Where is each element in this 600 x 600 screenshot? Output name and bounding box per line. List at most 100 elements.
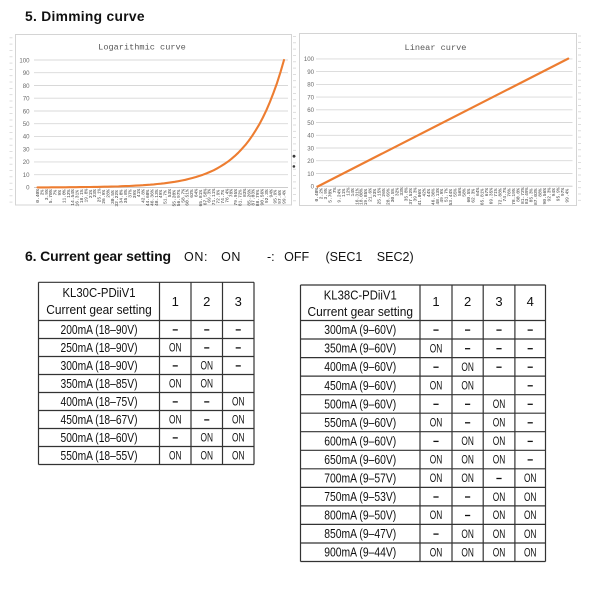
svg-text:ON: ON (169, 415, 182, 427)
svg-text:20: 20 (307, 158, 314, 165)
svg-text:23%: 23% (92, 189, 98, 198)
svg-text:42.8%: 42.8% (141, 189, 147, 203)
svg-text:3.9%: 3.9% (44, 189, 50, 200)
svg-text:400mA (9–60V): 400mA (9–60V) (324, 360, 396, 374)
svg-text:80: 80 (23, 83, 30, 90)
svg-text:25.1%: 25.1% (97, 188, 103, 202)
svg-text:28%: 28% (105, 189, 111, 198)
svg-text:ON: ON (493, 436, 506, 448)
svg-text:2: 2 (464, 294, 471, 309)
svg-text:ON: ON (524, 492, 537, 504)
svg-text:ON: ON (493, 547, 506, 559)
svg-text:97%: 97% (560, 188, 566, 197)
svg-text:16.31%: 16.31% (354, 188, 360, 205)
svg-text:49%: 49% (158, 190, 164, 199)
svg-text:69.3%: 69.3% (207, 189, 213, 203)
svg-text:Current gear setting: Current gear setting (308, 305, 414, 319)
svg-text:26%: 26% (381, 188, 387, 197)
svg-text:18.1%: 18.1% (79, 189, 85, 203)
svg-text:95.9%: 95.9% (273, 190, 279, 204)
svg-text:ON: ON (493, 510, 506, 522)
svg-text:35.8%: 35.8% (404, 187, 410, 201)
svg-text:40: 40 (23, 134, 30, 141)
svg-text:49.9%: 49.9% (439, 189, 445, 203)
svg-text:Linear curve: Linear curve (405, 43, 467, 53)
svg-text:92.3%: 92.3% (547, 187, 553, 201)
svg-text:78.19%: 78.19% (511, 188, 517, 205)
svg-text:3.9%: 3.9% (323, 188, 329, 199)
svg-text:90.56%: 90.56% (542, 188, 548, 205)
svg-text:1: 1 (432, 294, 439, 309)
svg-text:0.40%: 0.40% (35, 189, 41, 203)
svg-text:550mA (18–55V): 550mA (18–55V) (61, 449, 138, 463)
svg-text:37%: 37% (127, 189, 133, 198)
svg-text:60: 60 (307, 107, 314, 114)
svg-text:64%: 64% (194, 189, 200, 198)
svg-text:ON: ON (461, 473, 474, 485)
svg-text:700mA (9–57V): 700mA (9–57V) (324, 472, 396, 486)
svg-text:5.70%: 5.70% (48, 189, 54, 203)
svg-text:Logarithmic curve: Logarithmic curve (98, 43, 186, 53)
svg-text:ON: ON (493, 418, 506, 430)
svg-text:ON: ON (430, 381, 443, 393)
svg-text:300mA (18–90V): 300mA (18–90V) (61, 359, 138, 373)
svg-text:65.81%: 65.81% (480, 188, 486, 205)
svg-text:48.13%: 48.13% (154, 189, 160, 206)
svg-text:81.72%: 81.72% (238, 189, 244, 206)
svg-text:0: 0 (311, 184, 315, 191)
svg-text:KL38C-PDiiV1: KL38C-PDiiV1 (324, 289, 397, 303)
svg-text:ON: ON (524, 529, 537, 541)
svg-text:2.2%: 2.2% (319, 188, 325, 199)
svg-text:97.6%: 97.6% (277, 190, 283, 204)
svg-text:500mA (9–60V): 500mA (9–60V) (324, 397, 396, 411)
svg-text:48.13%: 48.13% (435, 188, 441, 205)
svg-text:ON: ON (493, 455, 506, 467)
svg-text:16.31%: 16.31% (75, 190, 81, 207)
svg-text:3: 3 (495, 294, 502, 309)
svg-text:44.60%: 44.60% (145, 189, 151, 206)
svg-text:900mA (9–44V): 900mA (9–44V) (324, 546, 396, 560)
svg-text:7%: 7% (332, 187, 338, 193)
svg-text:7%: 7% (53, 190, 59, 196)
svg-text:Current gear setting: Current gear setting (46, 303, 152, 317)
svg-text:ON: ON (430, 343, 443, 355)
svg-text:30.5%: 30.5% (110, 190, 116, 204)
svg-text:19.8%: 19.8% (83, 188, 89, 202)
svg-text:88.79%: 88.79% (255, 189, 261, 206)
svg-text:100: 100 (304, 56, 315, 63)
svg-text:9.24%: 9.24% (336, 189, 342, 203)
svg-text:92.3%: 92.3% (264, 189, 270, 203)
svg-text:87.03%: 87.03% (533, 188, 539, 205)
svg-text:650mA (9–60V): 650mA (9–60V) (324, 453, 396, 467)
svg-text:14.54%: 14.54% (70, 189, 76, 206)
svg-text:30: 30 (23, 147, 30, 154)
svg-text:40: 40 (307, 133, 314, 140)
svg-text:32.22%: 32.22% (114, 190, 120, 207)
svg-text:11.0%: 11.0% (61, 189, 67, 203)
svg-text:69.35%: 69.35% (489, 188, 495, 205)
svg-text:71.11%: 71.11% (211, 188, 217, 205)
svg-text:94%: 94% (268, 189, 274, 198)
svg-text:850mA (9–47V): 850mA (9–47V) (324, 527, 396, 541)
svg-text:4: 4 (527, 294, 534, 309)
svg-text:23%: 23% (372, 189, 378, 198)
svg-text:ON: ON (493, 529, 506, 541)
svg-text:51.7%: 51.7% (163, 190, 169, 204)
svg-text:83%: 83% (242, 188, 248, 197)
svg-text:33%: 33% (399, 187, 405, 196)
svg-text:9%: 9% (57, 190, 63, 196)
svg-text:2: 2 (203, 294, 210, 309)
svg-text:62%: 62% (189, 189, 195, 198)
svg-text:30.5%: 30.5% (390, 188, 396, 202)
svg-text:39%: 39% (132, 190, 138, 199)
svg-text:350mA (9–60V): 350mA (9–60V) (324, 342, 396, 356)
svg-text:25.15%: 25.15% (377, 188, 383, 205)
svg-text:5.70%: 5.70% (327, 189, 333, 203)
svg-text:67%: 67% (484, 188, 490, 197)
svg-text:20: 20 (23, 159, 30, 166)
svg-text:60.51%: 60.51% (185, 189, 191, 206)
svg-text:ON: ON (493, 492, 506, 504)
svg-text:60.5%: 60.5% (466, 188, 472, 202)
svg-text:1: 1 (172, 294, 179, 309)
svg-text:0.40%: 0.40% (314, 187, 320, 201)
